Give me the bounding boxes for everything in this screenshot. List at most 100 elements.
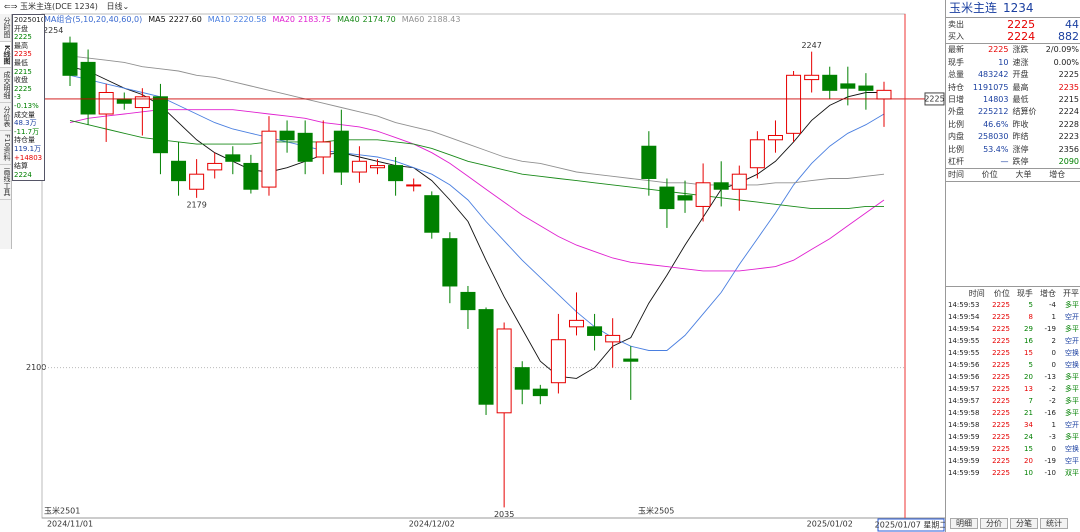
nav-icon[interactable]: ⇐⇒ (4, 2, 18, 11)
tick-cell: 14:59:56 (948, 372, 980, 381)
side-tab[interactable]: 分价表 (0, 103, 11, 132)
tick-cell: 14:59:57 (948, 396, 980, 405)
tick-cell: 14:59:54 (948, 324, 980, 333)
tick-row: 14:59:58 2225 21 -16 多平 (946, 407, 1080, 419)
order-volume: 882 (1058, 30, 1079, 44)
candle-body (659, 186, 675, 210)
quote-value: — (1000, 156, 1009, 166)
quote-value: 2090 (1058, 156, 1079, 166)
candle-body (713, 182, 729, 190)
tick-cell: 29 (1024, 324, 1033, 333)
header-row: 时间 价位 大单 增仓 (946, 169, 1080, 182)
quote-label: 外盘 (948, 107, 964, 117)
bottom-tab[interactable]: 统计 (1040, 518, 1068, 529)
tick-cell: -4 (1048, 300, 1056, 309)
side-tab[interactable]: 成交明细 (0, 68, 11, 104)
tick-cell: 空换 (1065, 360, 1079, 369)
bottom-tab[interactable]: 分价 (980, 518, 1008, 529)
side-tab[interactable]: 画线工具 (0, 165, 11, 201)
x-tick-label: 2025/01/02 (807, 520, 853, 529)
dropdown[interactable]: ⌄ (122, 2, 130, 11)
quote-label: 持仓 (948, 82, 964, 92)
quote-label: 最高 (1012, 82, 1029, 92)
legend-name: MA10 (208, 15, 231, 24)
quote-value: 1191075 (972, 82, 1009, 92)
tick-cell: 20 (1024, 456, 1033, 465)
tick-cell: 14:59:58 (948, 420, 980, 429)
candle-body (587, 326, 603, 336)
ma-line (69, 55, 885, 186)
tick-cell: 2225 (992, 444, 1010, 453)
side-tab[interactable]: F10资料 (0, 131, 11, 166)
order-label: 买入 (948, 32, 964, 42)
info-item: -0.13% (14, 101, 39, 110)
bottom-tab[interactable]: 分笔 (1010, 518, 1038, 529)
candle-body (804, 74, 820, 81)
candle-body (749, 139, 765, 169)
tick-cell: 2225 (992, 312, 1010, 321)
quote-title: 玉米主连 1234 (946, 0, 1080, 18)
tick-cell: 14:59:59 (948, 444, 980, 453)
tick-cell: 空平 (1065, 456, 1079, 465)
tick-cell: 24 (1024, 432, 1033, 441)
symbol[interactable]: 玉米主连(DCE 1234) (19, 2, 98, 11)
info-item: 119.1万 (14, 144, 42, 153)
tick-cell: 14:59:58 (948, 408, 980, 417)
tick-cell: 21 (1024, 408, 1033, 417)
order-row: 卖出 2225 44 (946, 18, 1080, 30)
tick-cell: 空开 (1065, 312, 1079, 321)
tick-cell: 多平 (1065, 372, 1079, 381)
tick-cell: 14:59:53 (948, 300, 980, 309)
quote-row: 比例 53.4% 涨停 2356 (946, 143, 1080, 155)
side-tab[interactable]: 分时图 (0, 14, 11, 42)
order-price: 2225 (1007, 17, 1036, 31)
candle-body (532, 388, 548, 397)
candle-body (767, 134, 783, 141)
bottom-tab[interactable]: 明细 (950, 518, 978, 529)
quote-row: 比例 46.6% 昨收 2228 (946, 118, 1080, 130)
tick-cell: 5 (1028, 360, 1033, 369)
candle-body (406, 184, 422, 187)
tick-row: 14:59:54 2225 29 -19 多平 (946, 323, 1080, 335)
quote-label: 昨收 (1012, 119, 1029, 129)
quote-code: 1234 (1003, 1, 1034, 15)
quote-value: 2224 (1058, 107, 1079, 117)
side-tab[interactable]: K线图 (0, 42, 11, 69)
order-row: 买入 2224 882 (946, 30, 1080, 43)
tick-row: 14:59:57 2225 7 -2 多平 (946, 395, 1080, 407)
candle-body (460, 291, 476, 311)
contract-label: 玉米2501 (44, 506, 80, 516)
tick-row: 14:59:55 2225 16 2 空开 (946, 335, 1080, 347)
candle-body (641, 145, 657, 179)
legend-value: 2183.75 (298, 15, 331, 24)
tick-cell: 14:59:56 (948, 360, 980, 369)
tick-cell: 14:59:57 (948, 384, 980, 393)
quote-value: 10 (998, 57, 1009, 67)
period[interactable]: 日线 (106, 2, 123, 11)
tick-row: 14:59:56 2225 20 -13 多平 (946, 371, 1080, 383)
order-label: 卖出 (948, 19, 964, 29)
legend-value: 2174.70 (363, 15, 396, 24)
ma-line (69, 109, 885, 272)
kline-chart: MA组合(5,10,20,40,60,0) MA5 2227.60 MA10 2220.… (26, 13, 945, 532)
header-cell: 时间 (948, 170, 964, 180)
tick-cell: 14:59:59 (948, 456, 980, 465)
ma-line (69, 66, 884, 379)
extreme-label: 2247 (801, 41, 821, 50)
quote-label: 比例 (948, 144, 964, 154)
tick-row: 14:59:58 2225 34 1 空开 (946, 419, 1080, 431)
tick-cell: 空换 (1065, 348, 1079, 357)
tick-cell: 1 (1051, 420, 1056, 429)
tick-cell: 0 (1051, 444, 1056, 453)
quote-value: 258030 (977, 132, 1009, 142)
candle-body (623, 358, 639, 362)
ma-label: MA组合(5,10,20,40,60,0) (44, 14, 142, 24)
candle-body (731, 173, 747, 190)
tick-cell: -3 (1048, 432, 1056, 441)
candle-body (424, 195, 440, 233)
candle-body (152, 96, 168, 154)
tick-cell: 2225 (992, 348, 1010, 357)
quote-row: 最新 2225 涨跌 2/0.09% (946, 44, 1080, 56)
ma-legend: MA组合(5,10,20,40,60,0) MA5 2227.60 MA10 2220.… (44, 14, 460, 24)
tick-cell: 2225 (992, 396, 1010, 405)
